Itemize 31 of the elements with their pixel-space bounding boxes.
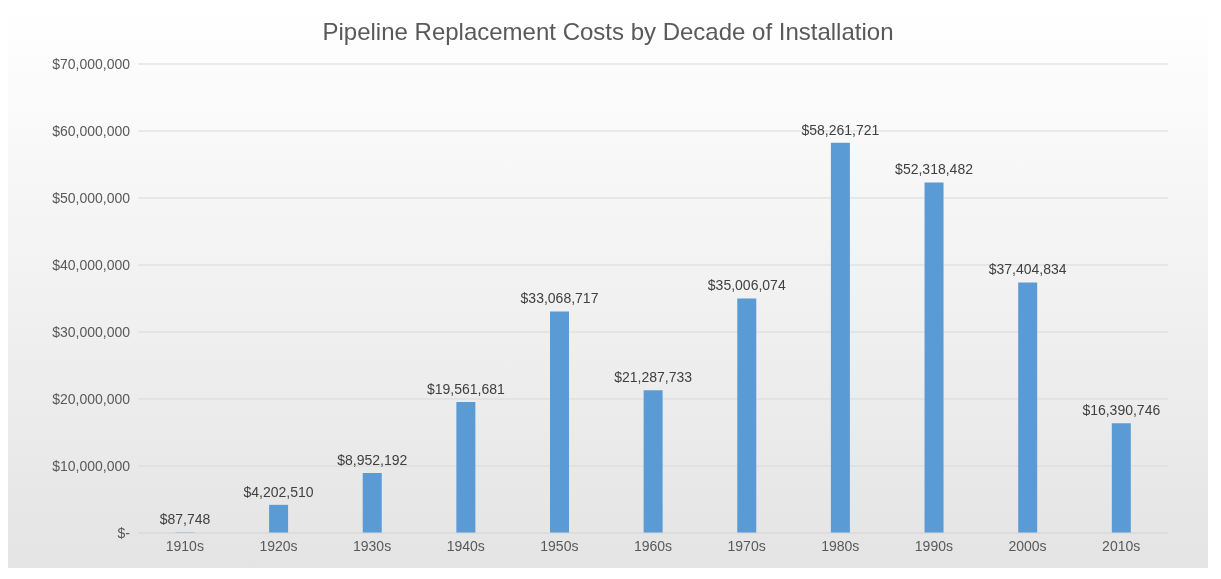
data-label: $87,748 (159, 511, 211, 528)
x-tick-label: 1930s (353, 537, 392, 554)
y-tick-label: $30,000,000 (52, 323, 131, 340)
x-tick-label: 1950s (540, 537, 579, 554)
data-label: $4,202,510 (243, 483, 314, 500)
x-tick-label: 2010s (1102, 537, 1141, 554)
y-tick-label: $60,000,000 (52, 122, 131, 139)
y-tick-label: $50,000,000 (52, 189, 131, 206)
y-tick-label: $- (117, 524, 131, 541)
chart-title: Pipeline Replacement Costs by Decade of Installation (321, 17, 895, 47)
data-label: $16,390,746 (1082, 402, 1161, 419)
data-label: $19,561,681 (426, 380, 505, 397)
data-label: $21,287,733 (614, 369, 693, 386)
y-tick-label: $70,000,000 (52, 55, 131, 72)
data-label: $33,068,717 (520, 290, 599, 307)
x-tick-label: 1960s (633, 537, 673, 554)
data-label: $52,318,482 (895, 161, 974, 178)
x-tick-label: 1990s (914, 537, 953, 554)
y-tick-label: $10,000,000 (52, 457, 131, 474)
x-tick-label: 1920s (259, 537, 298, 554)
x-tick-label: 2000s (1008, 537, 1047, 554)
x-tick-label: 1910s (165, 537, 204, 554)
data-label: $37,404,834 (988, 261, 1067, 278)
data-label: $58,261,721 (801, 121, 880, 138)
x-tick-label: 1940s (446, 537, 485, 554)
y-tick-label: $40,000,000 (52, 256, 131, 273)
y-tick-label: $20,000,000 (52, 390, 131, 407)
x-tick-label: 1970s (727, 537, 766, 554)
data-label: $8,952,192 (337, 452, 408, 469)
data-label: $35,006,074 (707, 277, 786, 294)
x-tick-label: 1980s (821, 537, 860, 554)
